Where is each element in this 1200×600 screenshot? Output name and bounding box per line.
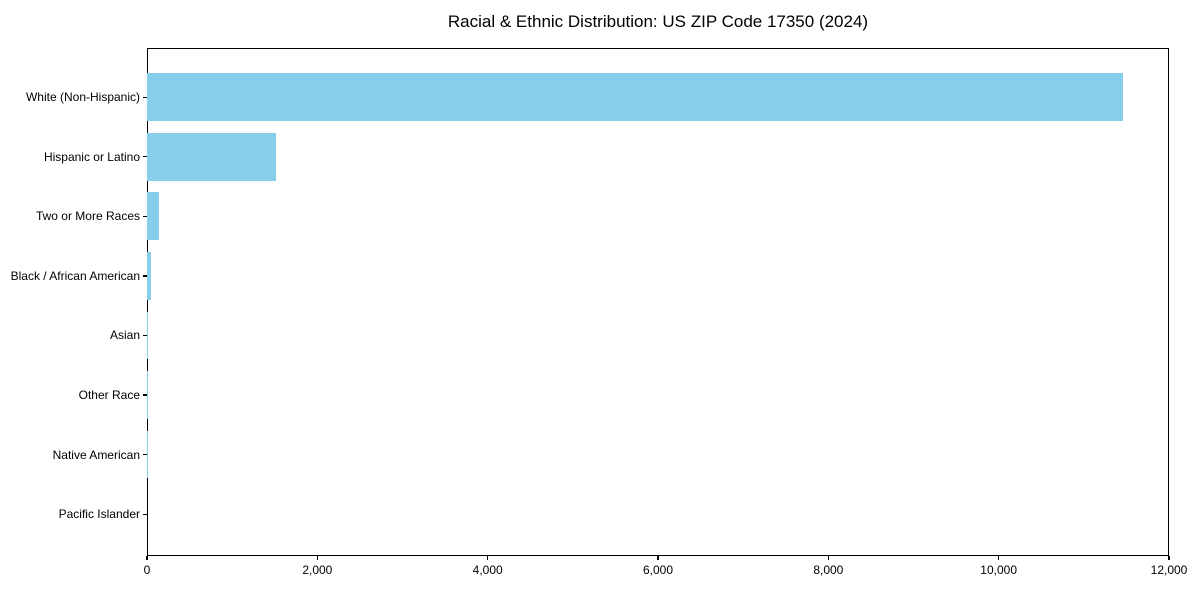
x-tick-label-0: 0 bbox=[143, 563, 151, 577]
y-tick-mark bbox=[143, 394, 147, 396]
bar-series bbox=[147, 48, 1169, 556]
y-tick-mark bbox=[143, 453, 147, 456]
x-tick-label-4000: 4,000 bbox=[472, 563, 503, 577]
x-tick-mark bbox=[1168, 556, 1170, 560]
y-tick-mark bbox=[143, 96, 147, 98]
x-tick-label-12000: 12,000 bbox=[1150, 563, 1188, 577]
bar-hispanic-or-latino bbox=[147, 132, 277, 181]
y-tick-label-pacific-islander: Pacific Islander bbox=[58, 507, 140, 522]
chart-title: Racial & Ethnic Distribution: US ZIP Cod… bbox=[447, 12, 869, 31]
y-tick-label-asian: Asian bbox=[109, 328, 140, 343]
x-tick-mark bbox=[316, 556, 318, 560]
bar-white-non-hispanic bbox=[147, 73, 1123, 122]
x-tick-label-2000: 2,000 bbox=[302, 563, 333, 577]
x-tick-label-6000: 6,000 bbox=[642, 563, 674, 577]
y-tick-mark bbox=[143, 513, 147, 515]
bar-black-african-american bbox=[147, 252, 152, 300]
x-tick-mark bbox=[998, 556, 1000, 560]
y-tick-label-black-african-american: Black / African American bbox=[10, 268, 140, 283]
y-tick-label-two-or-more-races: Two or More Races bbox=[35, 209, 140, 224]
y-tick-label-white-non-hispanic: White (Non-Hispanic) bbox=[25, 90, 140, 105]
x-tick-mark bbox=[146, 556, 148, 560]
y-tick-label-native-american: Native American bbox=[52, 447, 140, 462]
y-tick-mark bbox=[143, 334, 147, 337]
x-tick-label-8000: 8,000 bbox=[813, 563, 844, 577]
bar-asian bbox=[147, 311, 149, 360]
bar-two-or-more-races bbox=[147, 192, 159, 241]
y-tick-mark bbox=[143, 275, 147, 277]
x-tick-label-10000: 10,000 bbox=[980, 563, 1018, 577]
y-tick-mark bbox=[143, 156, 147, 158]
x-tick-mark bbox=[657, 556, 659, 560]
y-tick-label-hispanic-or-latino: Hispanic or Latino bbox=[43, 149, 140, 164]
plot-area bbox=[147, 48, 1169, 556]
y-tick-label-other-race: Other Race bbox=[78, 388, 140, 403]
y-tick-mark bbox=[143, 215, 147, 217]
x-tick-mark bbox=[487, 556, 489, 560]
x-tick-mark bbox=[827, 556, 829, 560]
